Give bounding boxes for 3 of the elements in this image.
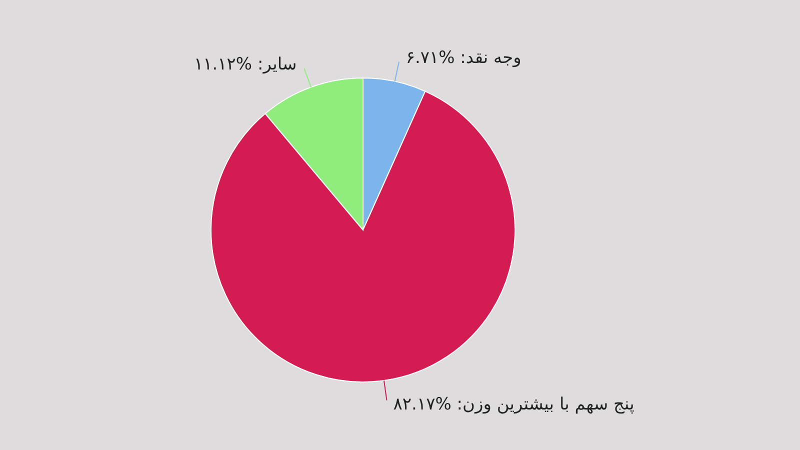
slice-label: سایر: %۱۱.۱۲ — [194, 54, 297, 75]
slice-label: وجه نقد: %۶.۷۱ — [406, 48, 522, 68]
slice-label: پنج سهم با بیشترین وزن: %۸۲.۱۷ — [393, 394, 635, 414]
